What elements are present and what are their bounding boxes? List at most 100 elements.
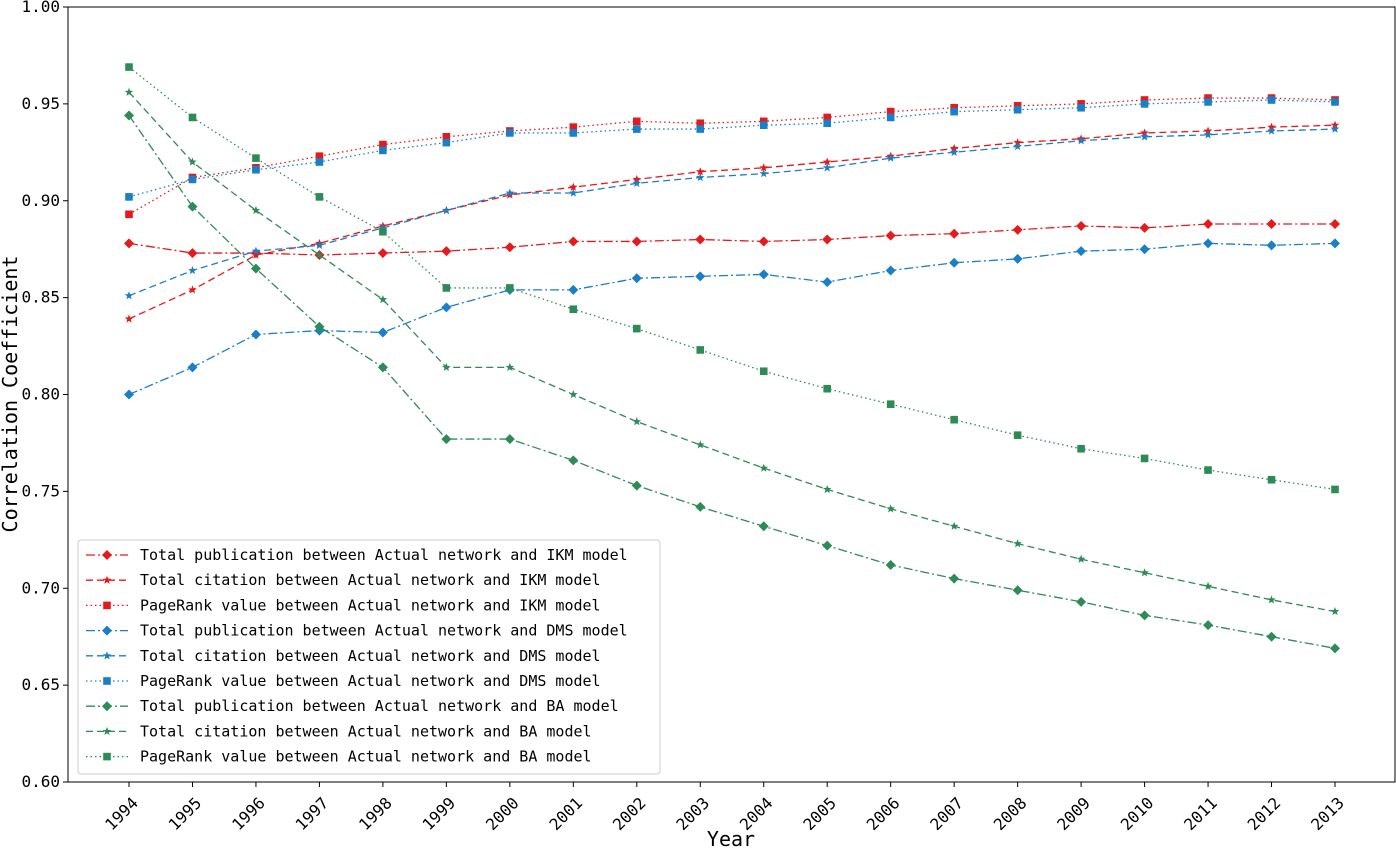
legend-marker — [102, 550, 112, 560]
data-point — [1077, 100, 1085, 108]
y-tick-label: 0.80 — [21, 385, 60, 404]
data-point — [377, 248, 388, 259]
data-point — [1076, 136, 1086, 145]
data-point — [949, 228, 960, 239]
legend-marker — [103, 601, 111, 610]
x-tick-label: 2011 — [1180, 793, 1221, 834]
data-point — [1331, 98, 1339, 106]
legend-marker — [102, 726, 112, 736]
x-tick-label: 1999 — [419, 793, 460, 834]
data-point — [504, 242, 515, 253]
legend-item: Total citation between Actual network an… — [86, 647, 601, 665]
data-point — [442, 284, 451, 292]
legend-label: PageRank value between Actual network an… — [140, 596, 601, 614]
data-point — [441, 246, 452, 257]
data-point — [250, 263, 261, 274]
x-tick-label: 1997 — [292, 793, 333, 834]
data-point — [885, 560, 896, 570]
data-point — [695, 234, 706, 245]
series-7 — [124, 110, 1340, 654]
data-point — [569, 129, 578, 137]
y-tick-label: 0.85 — [21, 288, 60, 307]
data-point — [569, 123, 578, 131]
x-tick-label: 2013 — [1307, 793, 1348, 834]
data-point — [632, 178, 642, 187]
data-point — [1267, 475, 1276, 484]
x-tick-label: 1995 — [165, 793, 206, 834]
data-point — [695, 440, 705, 449]
y-tick-label: 0.95 — [21, 94, 60, 113]
data-point — [949, 257, 960, 268]
data-point — [950, 107, 958, 116]
data-point — [631, 273, 642, 284]
legend-item: Total citation between Actual network an… — [86, 571, 601, 589]
x-tick-label: 2000 — [482, 793, 523, 834]
data-point — [1076, 220, 1087, 231]
data-point — [125, 210, 133, 219]
series-line — [128, 115, 1336, 649]
data-point — [379, 146, 387, 155]
data-point — [124, 389, 134, 400]
data-point — [1331, 485, 1339, 494]
data-point — [759, 169, 769, 178]
data-point — [950, 415, 958, 424]
data-point — [885, 230, 896, 241]
data-point — [252, 154, 260, 162]
data-point — [188, 266, 197, 275]
data-point — [442, 362, 451, 372]
data-point — [1012, 585, 1023, 596]
legend-item: Total publication between Actual network… — [86, 697, 619, 715]
data-point — [822, 540, 833, 551]
data-point — [823, 113, 832, 122]
data-point — [1077, 103, 1085, 112]
data-point — [314, 321, 325, 332]
legend-marker — [103, 752, 111, 761]
data-point — [187, 248, 198, 259]
data-point — [823, 384, 832, 393]
legend-label: Total publication between Actual network… — [140, 622, 628, 640]
data-point — [632, 417, 642, 426]
data-point — [886, 107, 895, 116]
legend-marker — [102, 625, 112, 636]
data-point — [759, 117, 768, 126]
data-point — [1139, 222, 1150, 233]
x-tick-label: 2009 — [1053, 793, 1094, 834]
data-point — [631, 480, 642, 491]
data-point — [1140, 96, 1149, 104]
data-point — [377, 362, 388, 373]
data-point — [379, 227, 387, 236]
data-point — [568, 284, 579, 295]
legend-box — [77, 539, 661, 775]
data-point — [506, 284, 514, 292]
legend-marker — [102, 701, 112, 712]
data-point — [632, 117, 641, 126]
x-tick-label: 1996 — [228, 793, 269, 834]
data-point — [188, 113, 197, 122]
data-point — [1330, 643, 1340, 654]
data-point — [631, 236, 642, 247]
data-point — [125, 193, 133, 201]
series-line — [128, 242, 1336, 396]
data-point — [124, 110, 134, 121]
data-point — [569, 182, 578, 191]
data-point — [124, 314, 134, 323]
data-point — [1203, 620, 1214, 631]
data-point — [1204, 466, 1212, 474]
data-point — [1076, 596, 1087, 607]
data-point — [823, 119, 832, 128]
data-point — [885, 265, 896, 276]
data-point — [1330, 238, 1340, 249]
data-point — [1267, 595, 1276, 604]
x-tick-label: 1998 — [355, 793, 396, 834]
data-point — [1012, 224, 1023, 235]
data-point — [822, 484, 832, 494]
legend: Total publication between Actual network… — [77, 539, 661, 775]
legend-label: Total publication between Actual network… — [140, 697, 619, 715]
data-point — [822, 157, 832, 166]
data-point — [124, 87, 134, 96]
data-point — [758, 521, 769, 532]
legend-label: Total citation between Actual network an… — [140, 571, 601, 589]
data-point — [188, 157, 197, 166]
data-point — [315, 240, 324, 249]
data-point — [315, 152, 324, 160]
